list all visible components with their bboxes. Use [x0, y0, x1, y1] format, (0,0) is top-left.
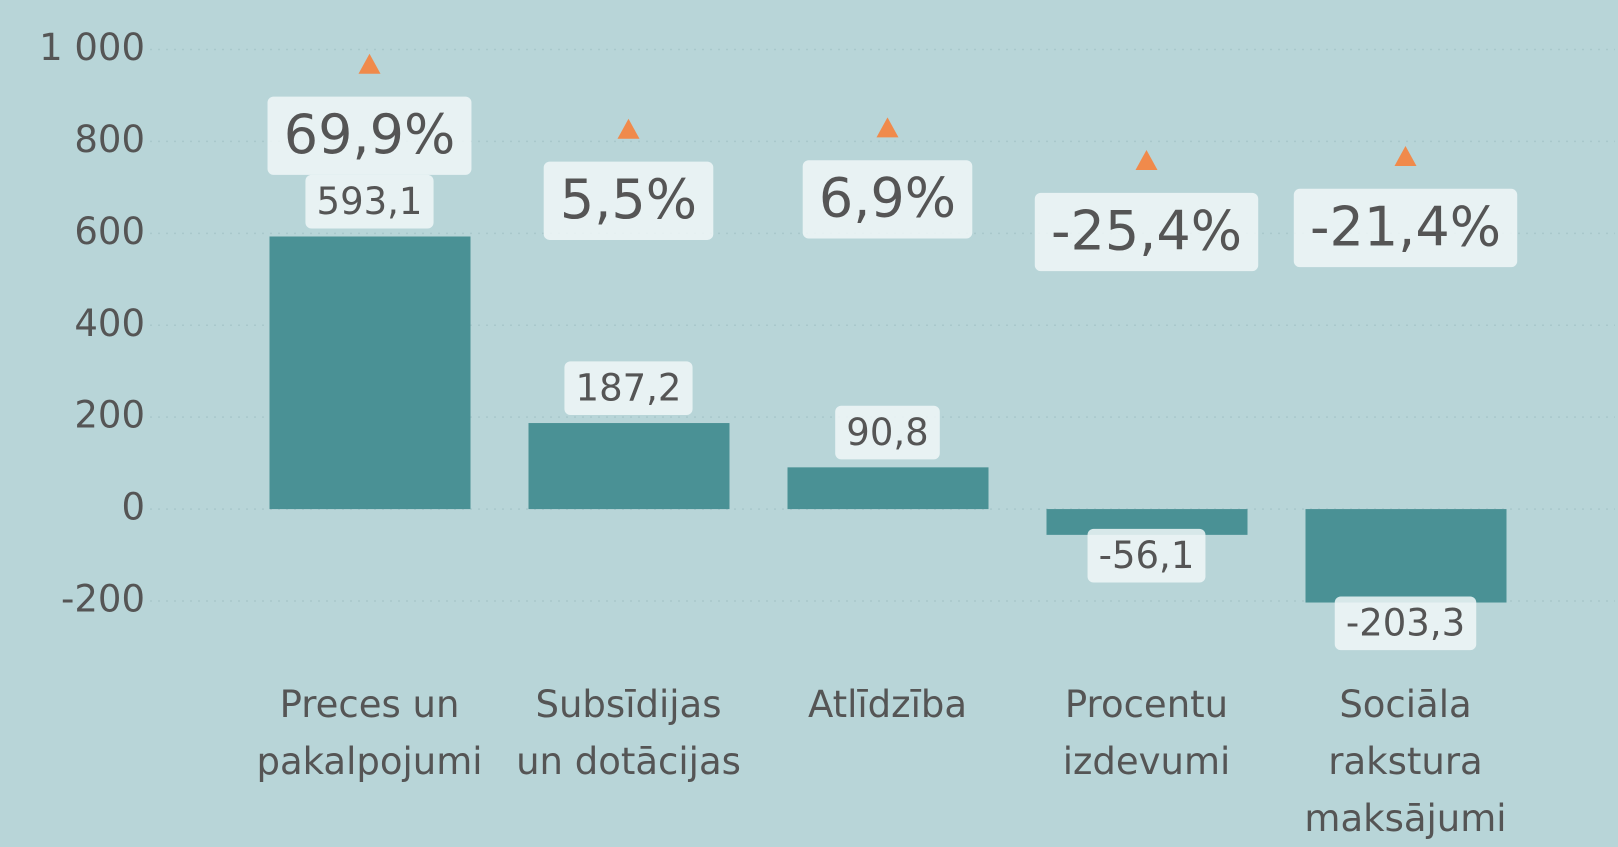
change-label-box — [1293, 188, 1518, 268]
value-label-box — [305, 174, 434, 229]
y-tick-label: 800 — [74, 118, 145, 161]
change-label: -21,4% — [1310, 195, 1501, 258]
change-label: 5,5% — [560, 168, 697, 231]
change-label-box — [802, 160, 973, 239]
value-label-box — [564, 361, 693, 416]
change-marker — [1135, 150, 1158, 171]
y-tick-label: 600 — [74, 210, 145, 253]
y-tick-label: 200 — [74, 394, 145, 437]
value-label-group: 593,1 — [305, 174, 434, 229]
change-label: 69,9% — [284, 103, 456, 166]
value-label: 187,2 — [576, 367, 682, 410]
change-label-group: -21,4% — [1293, 188, 1518, 268]
value-label-group: 90,8 — [835, 405, 940, 460]
x-tick-label: Procentu izdevumi — [1062, 683, 1231, 783]
bar — [528, 423, 730, 510]
change-marker — [358, 53, 381, 74]
value-label-group: -56,1 — [1087, 528, 1206, 583]
change-label-group: 69,9% — [267, 96, 472, 175]
value-label: 593,1 — [317, 180, 423, 223]
y-tick-label: -200 — [61, 578, 145, 621]
y-tick-label: 400 — [74, 302, 145, 345]
change-label-group: -25,4% — [1034, 192, 1259, 272]
value-label: -56,1 — [1099, 534, 1195, 577]
value-label-box — [1087, 528, 1206, 583]
change-marker — [876, 117, 899, 138]
change-label-group: 5,5% — [543, 161, 714, 240]
x-tick-label: Sociāla rakstura maksājumi — [1304, 683, 1507, 840]
x-tick-label: Atlīdzība — [807, 683, 968, 726]
change-label-box — [267, 96, 472, 175]
value-label: -203,3 — [1346, 602, 1465, 645]
change-label-box — [1034, 192, 1259, 272]
change-marker — [617, 118, 640, 139]
bar — [1305, 509, 1507, 603]
change-marker — [1394, 145, 1417, 166]
y-tick-label: 1 000 — [39, 26, 145, 69]
change-label-group: 6,9% — [802, 160, 973, 239]
value-label-box — [1334, 596, 1477, 651]
bar — [787, 467, 989, 510]
value-label: 90,8 — [846, 411, 928, 454]
change-label: 6,9% — [819, 167, 956, 230]
value-label-group: -203,3 — [1334, 596, 1477, 651]
y-tick-label: 0 — [121, 486, 145, 529]
x-tick-label: Preces un pakalpojumi — [256, 683, 483, 783]
x-tick-label: Subsīdijas un dotācijas — [516, 683, 741, 783]
change-label: -25,4% — [1051, 199, 1242, 262]
value-label-group: 187,2 — [564, 361, 693, 416]
change-label-box — [543, 161, 714, 240]
bar — [269, 236, 471, 510]
value-label-box — [835, 405, 940, 460]
